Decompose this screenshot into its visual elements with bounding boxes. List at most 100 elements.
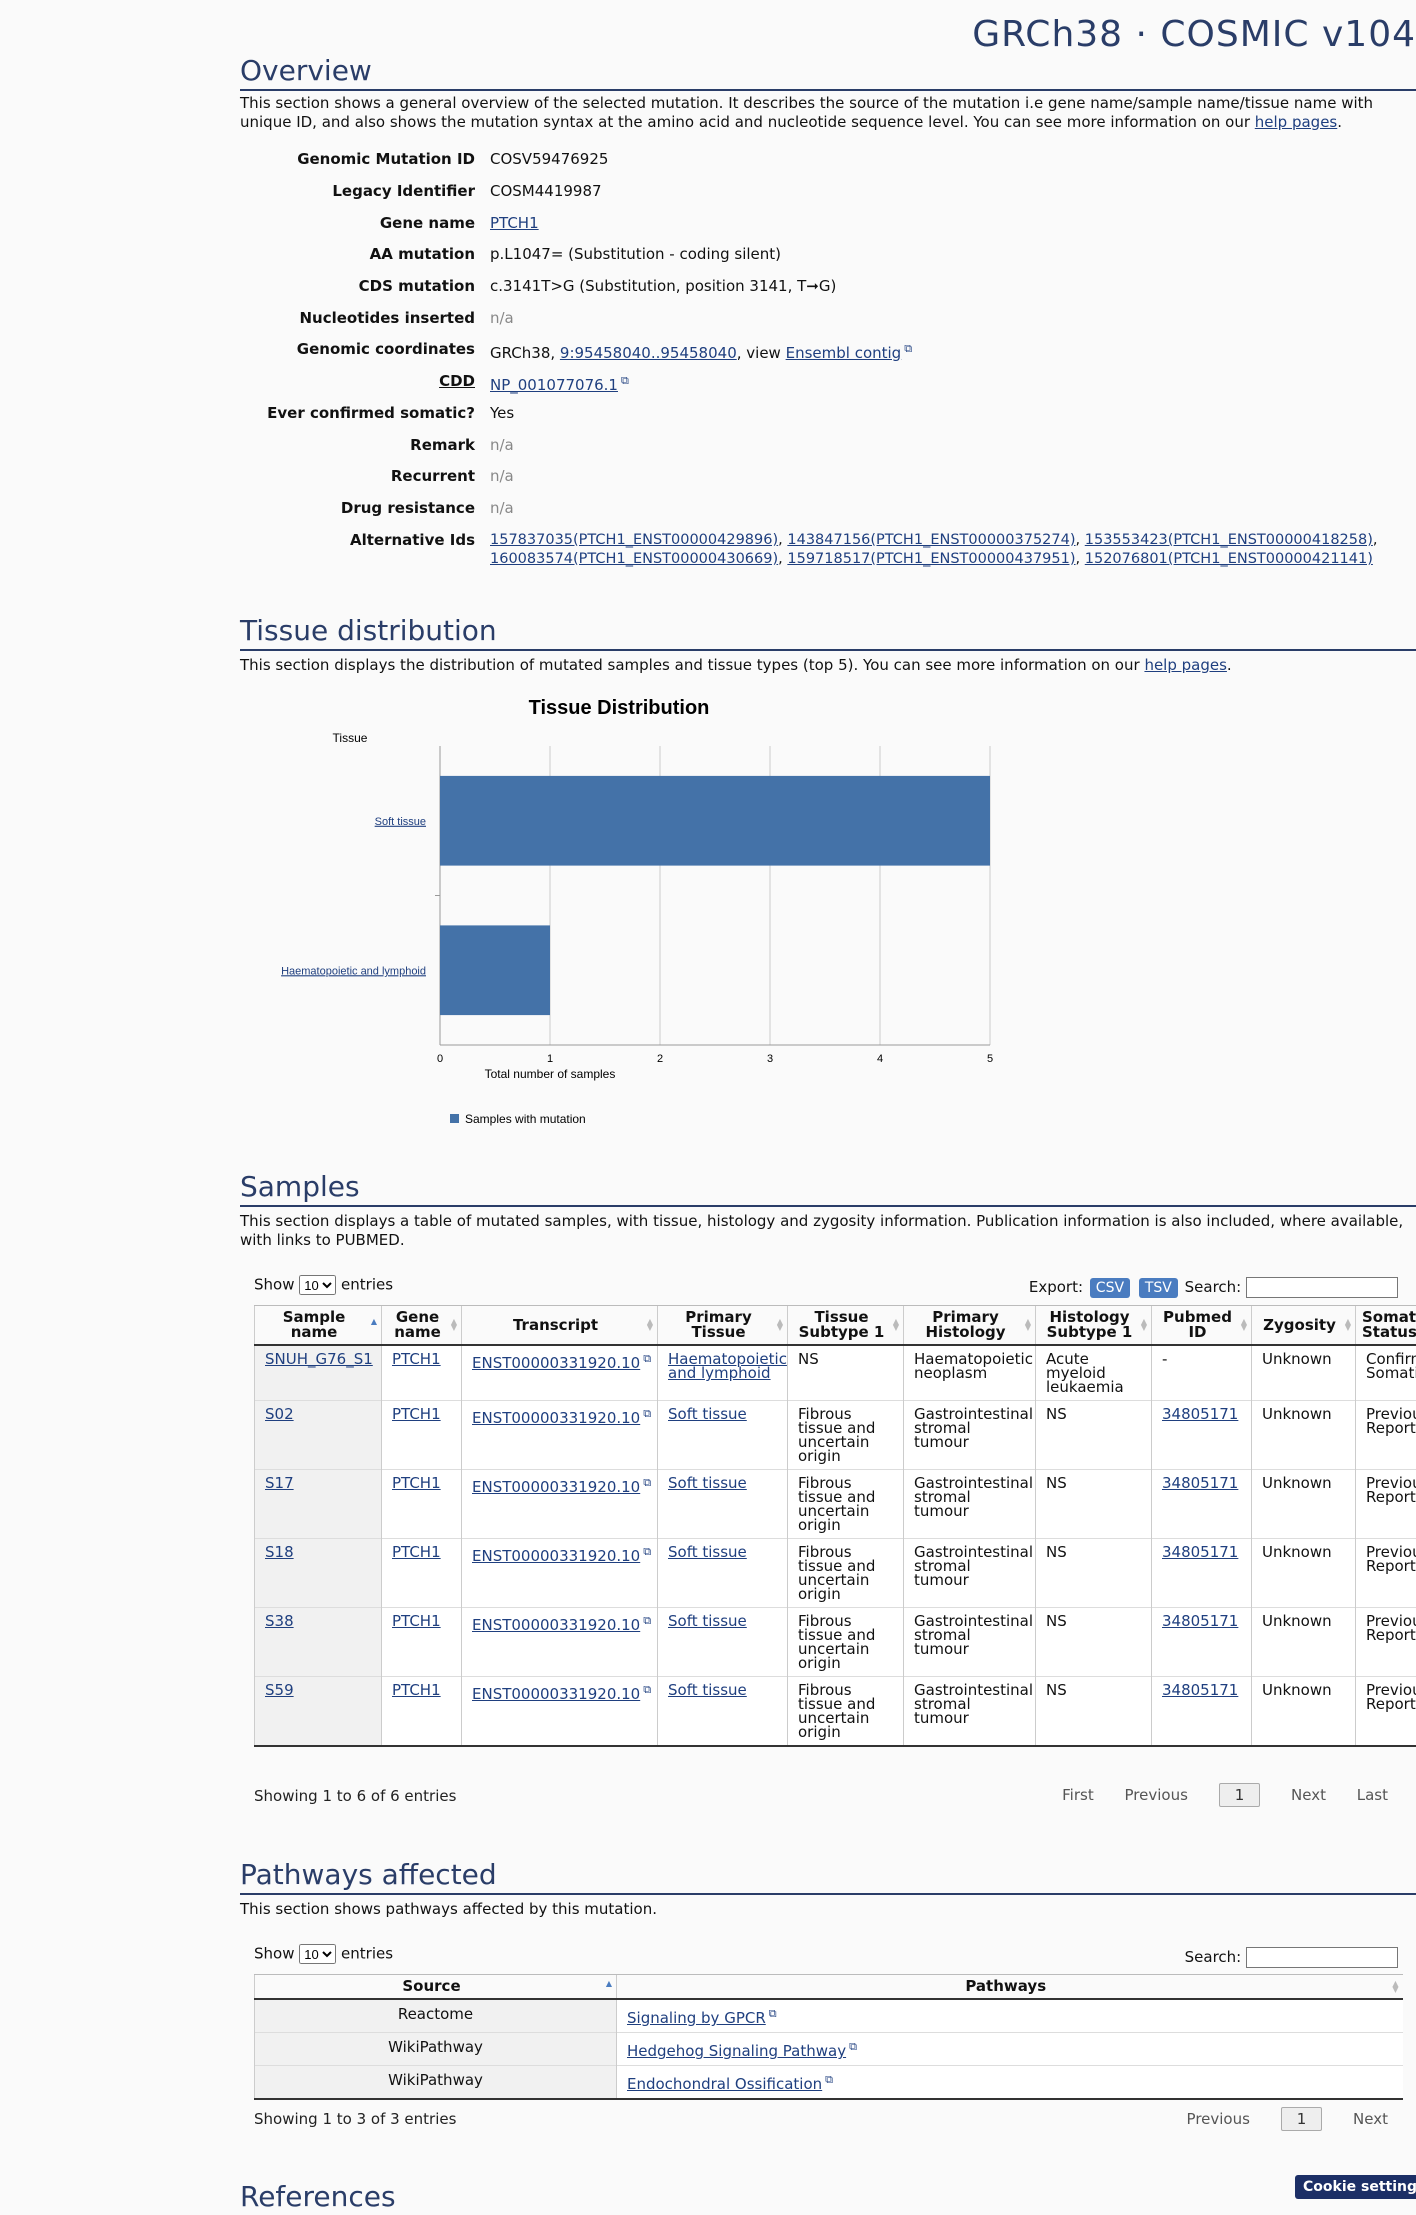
column-header-pathways[interactable]: Pathways▲▼ <box>617 1975 1403 2000</box>
gene-name-link[interactable]: PTCH1 <box>392 1543 441 1561</box>
external-link-icon: ⧉ <box>825 2073 833 2086</box>
first-page-button[interactable]: First <box>1062 1786 1094 1804</box>
primary-tissue-link[interactable]: Soft tissue <box>668 1474 747 1492</box>
alternative-id-link[interactable]: 143847156(PTCH1_ENST00000375274) <box>787 532 1075 548</box>
ensembl-contig-link[interactable]: Ensembl contig <box>786 344 902 362</box>
sample-name-link[interactable]: S59 <box>265 1681 294 1699</box>
pubmed-id-link[interactable]: 34805171 <box>1162 1681 1238 1699</box>
primary-tissue-link[interactable]: Soft tissue <box>668 1681 747 1699</box>
zygosity-cell: Unknown <box>1252 1345 1356 1401</box>
chart-category-label[interactable]: Haematopoietic and lymphoid <box>281 965 426 977</box>
chart-x-tick-label: 2 <box>657 1053 663 1065</box>
alternative-id-link[interactable]: 160083574(PTCH1_ENST00000430669) <box>490 551 778 567</box>
pubmed-id-link[interactable]: 34805171 <box>1162 1543 1238 1561</box>
transcript-link[interactable]: ENST00000331920.10 <box>472 1354 640 1372</box>
field-label: Recurrent <box>240 467 475 485</box>
chart-bar <box>440 776 990 866</box>
gene-name-cell: PTCH1 <box>382 1345 462 1401</box>
gene-name-link[interactable]: PTCH1 <box>392 1612 441 1630</box>
pubmed-id-link[interactable]: 34805171 <box>1162 1612 1238 1630</box>
column-header-transcript[interactable]: Transcript▲▼ <box>462 1306 658 1346</box>
column-header-primary-tissue[interactable]: Primary Tissue▲▼ <box>658 1306 788 1346</box>
previous-page-button[interactable]: Previous <box>1187 2110 1250 2128</box>
primary-histology-cell: Gastrointestinal stromal tumour <box>904 1470 1036 1539</box>
last-page-button[interactable]: Last <box>1357 1786 1388 1804</box>
transcript-link[interactable]: ENST00000331920.10 <box>472 1685 640 1703</box>
alternative-id-link[interactable]: 157837035(PTCH1_ENST00000429896) <box>490 532 778 548</box>
entries-select[interactable]: 10 <box>299 1944 336 1964</box>
gene-name-link[interactable]: PTCH1 <box>490 214 539 232</box>
sample-name-link[interactable]: S17 <box>265 1474 294 1492</box>
current-page-button[interactable]: 1 <box>1219 1783 1261 1807</box>
next-page-button[interactable]: Next <box>1353 2110 1388 2128</box>
alternative-id-link[interactable]: 153553423(PTCH1_ENST00000418258) <box>1085 532 1373 548</box>
pathway-link[interactable]: Endochondral Ossification <box>627 2075 822 2093</box>
gene-name-cell: PTCH1 <box>382 1539 462 1608</box>
gene-name-link[interactable]: PTCH1 <box>392 1681 441 1699</box>
entries-label: entries <box>341 1276 393 1294</box>
histology-subtype-cell: NS <box>1036 1677 1152 1747</box>
sample-name-link[interactable]: S38 <box>265 1612 294 1630</box>
somatic-status-text: Previously Reported <box>1366 1405 1416 1437</box>
chart-y-axis-label: Tissue <box>333 731 368 745</box>
column-header-source[interactable]: Source▲ <box>255 1975 617 2000</box>
zygosity-text: Unknown <box>1262 1543 1332 1561</box>
primary-tissue-link[interactable]: Soft tissue <box>668 1543 747 1561</box>
sample-name-link[interactable]: S18 <box>265 1543 294 1561</box>
field-label: Gene name <box>240 214 475 232</box>
sort-icon: ▲▼ <box>777 1319 783 1331</box>
primary-tissue-link[interactable]: Haematopoietic and lymphoid <box>668 1350 787 1382</box>
coordinates-link[interactable]: 9:95458040..95458040 <box>560 344 737 362</box>
transcript-link[interactable]: ENST00000331920.10 <box>472 1616 640 1634</box>
external-link-icon: ⧉ <box>643 1614 651 1627</box>
cookie-settings-button[interactable]: Cookie settings <box>1295 2175 1416 2199</box>
cdd-link[interactable]: NP_001077076.1 <box>490 376 618 394</box>
column-header-sample-name[interactable]: Sample name▲ <box>255 1306 382 1346</box>
samples-search-input[interactable] <box>1246 1277 1398 1298</box>
primary-tissue-cell: Soft tissue <box>658 1470 788 1539</box>
export-tsv-button[interactable]: TSV <box>1139 1278 1178 1298</box>
transcript-link[interactable]: ENST00000331920.10 <box>472 1409 640 1427</box>
transcript-link[interactable]: ENST00000331920.10 <box>472 1547 640 1565</box>
column-header-pubmed-id[interactable]: Pubmed ID▲▼ <box>1152 1306 1252 1346</box>
tissue-help-link[interactable]: help pages <box>1144 656 1226 674</box>
pathway-link[interactable]: Hedgehog Signaling Pathway <box>627 2042 846 2060</box>
gene-name-link[interactable]: PTCH1 <box>392 1350 441 1368</box>
column-header-primary-histology[interactable]: Primary Histology▲▼ <box>904 1306 1036 1346</box>
histology-subtype-text: NS <box>1046 1612 1067 1630</box>
column-header-gene-name[interactable]: Gene name▲▼ <box>382 1306 462 1346</box>
transcript-link[interactable]: ENST00000331920.10 <box>472 1478 640 1496</box>
column-header-somatic-status[interactable]: Somatic Status <box>1356 1306 1416 1346</box>
chart-x-axis-label: Total number of samples <box>485 1067 616 1081</box>
current-page-button[interactable]: 1 <box>1281 2107 1323 2131</box>
chart-title: Tissue Distribution <box>529 697 710 719</box>
column-header-tissue-subtype[interactable]: Tissue Subtype 1▲▼ <box>788 1306 904 1346</box>
pathway-link[interactable]: Signaling by GPCR <box>627 2009 766 2027</box>
alternative-id-link[interactable]: 152076801(PTCH1_ENST00000421141) <box>1085 551 1373 567</box>
histology-subtype-text: NS <box>1046 1474 1067 1492</box>
pubmed-id-link[interactable]: 34805171 <box>1162 1405 1238 1423</box>
column-header-zygosity[interactable]: Zygosity▲▼ <box>1252 1306 1356 1346</box>
entries-label: entries <box>341 1945 393 1963</box>
chart-category-label[interactable]: Soft tissue <box>375 816 426 828</box>
gene-name-link[interactable]: PTCH1 <box>392 1405 441 1423</box>
column-header-histology-subtype[interactable]: Histology Subtype 1▲▼ <box>1036 1306 1152 1346</box>
previous-page-button[interactable]: Previous <box>1125 1786 1188 1804</box>
primary-histology-cell: Gastrointestinal stromal tumour <box>904 1539 1036 1608</box>
next-page-button[interactable]: Next <box>1291 1786 1326 1804</box>
pathways-search-input[interactable] <box>1246 1947 1398 1968</box>
primary-histology-cell: Gastrointestinal stromal tumour <box>904 1608 1036 1677</box>
alternative-id-link[interactable]: 159718517(PTCH1_ENST00000437951) <box>787 551 1075 567</box>
sample-name-link[interactable]: S02 <box>265 1405 294 1423</box>
entries-select[interactable]: 10 <box>299 1275 336 1295</box>
gene-name-link[interactable]: PTCH1 <box>392 1474 441 1492</box>
external-link-icon: ⧉ <box>643 1545 651 1558</box>
sample-name-link[interactable]: SNUH_G76_S1 <box>265 1350 373 1368</box>
overview-help-link[interactable]: help pages <box>1255 113 1337 131</box>
primary-tissue-link[interactable]: Soft tissue <box>668 1612 747 1630</box>
samples-table: Sample name▲ Gene name▲▼ Transcript▲▼ Pr… <box>254 1305 1416 1747</box>
export-csv-button[interactable]: CSV <box>1090 1278 1130 1298</box>
primary-tissue-link[interactable]: Soft tissue <box>668 1405 747 1423</box>
pubmed-id-link[interactable]: 34805171 <box>1162 1474 1238 1492</box>
histology-subtype-text: Acute myeloid leukaemia <box>1046 1350 1124 1396</box>
